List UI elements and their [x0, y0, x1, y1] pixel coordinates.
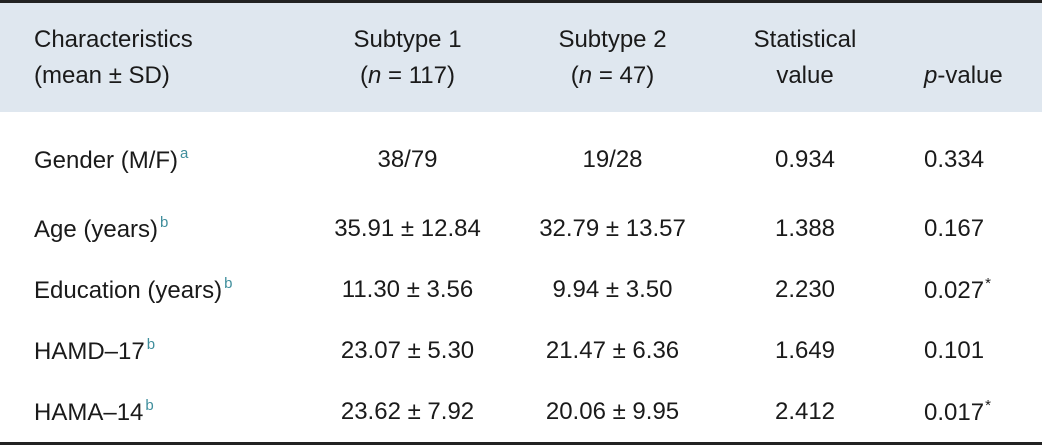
- header-text: = 47): [592, 61, 655, 89]
- subtype1-cell: 38/79: [377, 146, 438, 173]
- header-line: Statistical: [753, 25, 857, 53]
- p-value: 0.101: [924, 336, 985, 364]
- statistic-cell: 1.649: [774, 336, 836, 364]
- significance-mark: *: [985, 274, 991, 292]
- header-text: = 117): [381, 61, 455, 89]
- p-value: 0.167: [924, 214, 985, 242]
- header-line: (n = 117): [300, 58, 515, 94]
- row-label-cell: Age (years) b: [0, 198, 300, 259]
- header-cell: Subtype 1 (n = 117): [300, 2, 515, 113]
- subtype1-cell: 35.91 ± 12.84: [334, 214, 481, 242]
- header-italic: n: [578, 61, 593, 89]
- significance-mark: *: [985, 396, 991, 414]
- header-row: Characteristics (mean ± SD) Subtype 1 (n = …: [0, 1, 1042, 113]
- header-cell: Subtype 2 (n = 47): [515, 2, 710, 113]
- footnote-mark: b: [145, 396, 154, 414]
- row-label: HAMA–14: [34, 398, 144, 426]
- table-row: HAMD–17 b 23.07 ± 5.30 21.47 ± 6.36 1.649 0.1…: [0, 320, 1042, 381]
- header-line: p-value: [924, 58, 1042, 94]
- table-row: Age (years) b 35.91 ± 12.84 32.79 ± 13.57 1.…: [0, 198, 1042, 259]
- header-line: (mean ± SD): [34, 58, 300, 94]
- subtype2-cell: 9.94 ± 3.50: [552, 275, 673, 303]
- row-label-cell: Education (years) b: [0, 259, 300, 320]
- table-row: HAMA–14 b 23.62 ± 7.92 20.06 ± 9.95 2.412 0.0…: [0, 381, 1042, 445]
- table-body: Gender (M/F) a 38/79 19/28 0.934 0.334 Age (ye…: [0, 112, 1042, 445]
- p-value: 0.027: [924, 276, 985, 304]
- statistic-cell: 2.412: [710, 381, 900, 445]
- header-text: (: [570, 61, 579, 89]
- subtype1-cell: 11.30 ± 3.56: [341, 275, 474, 303]
- header-cell: Statistical value: [710, 2, 900, 113]
- header-text: (: [360, 61, 369, 89]
- statistic-cell: 0.934: [774, 146, 836, 173]
- row-label: HAMD–17: [34, 337, 145, 365]
- table-row: Gender (M/F) a 38/79 19/28 0.934 0.334: [0, 112, 1042, 198]
- subtype1-cell: 23.07 ± 5.30: [340, 336, 475, 364]
- header-line: [924, 22, 1042, 58]
- header-line: (n = 47): [515, 58, 710, 94]
- table-header: Characteristics (mean ± SD) Subtype 1 (n = …: [0, 1, 1042, 113]
- subtype2-cell: 21.47 ± 6.36: [545, 336, 680, 364]
- p-value-cell: 0.167: [900, 198, 1042, 259]
- footnote-mark: b: [224, 274, 233, 292]
- p-value-cell: 0.027*: [900, 259, 1042, 320]
- header-line: Subtype 2: [558, 25, 667, 53]
- header-cell: Characteristics (mean ± SD): [0, 2, 300, 113]
- header-line: Subtype 1: [353, 25, 462, 53]
- footnote-mark: b: [160, 213, 169, 231]
- subtype1-cell: 23.62 ± 7.92: [300, 381, 515, 445]
- p-value-cell: 0.101: [900, 320, 1042, 381]
- row-label: Education (years): [34, 276, 223, 304]
- header-text: (mean ± SD): [34, 61, 170, 89]
- p-value-cell: 0.017*: [900, 381, 1042, 445]
- p-value: 0.017: [924, 398, 985, 426]
- header-cell: p-value: [900, 2, 1042, 113]
- header-italic: n: [368, 61, 382, 89]
- p-value: 0.334: [924, 146, 985, 173]
- row-label-cell: HAMA–14 b: [0, 381, 300, 445]
- p-value-cell: 0.334: [900, 112, 1042, 198]
- header-line: value: [710, 58, 900, 94]
- subtype2-cell: 20.06 ± 9.95: [515, 381, 710, 445]
- row-label: Age (years): [34, 215, 159, 243]
- row-label: Gender (M/F): [34, 147, 179, 174]
- statistic-cell: 1.388: [774, 214, 836, 242]
- header-text: -value: [937, 61, 1003, 89]
- header-line: Characteristics: [34, 25, 193, 53]
- footnote-mark: b: [146, 335, 156, 353]
- header-italic: p: [924, 61, 938, 89]
- subtype2-cell: 32.79 ± 13.57: [539, 214, 686, 242]
- header-text: value: [776, 61, 834, 89]
- statistic-cell: 2.230: [774, 275, 836, 303]
- footnote-mark: a: [180, 145, 189, 162]
- row-label-cell: HAMD–17 b: [0, 320, 300, 381]
- subtype2-cell: 19/28: [582, 146, 643, 173]
- table-row: Education (years) b 11.30 ± 3.56 9.94 ± 3.5…: [0, 259, 1042, 320]
- row-label-cell: Gender (M/F) a: [0, 112, 300, 198]
